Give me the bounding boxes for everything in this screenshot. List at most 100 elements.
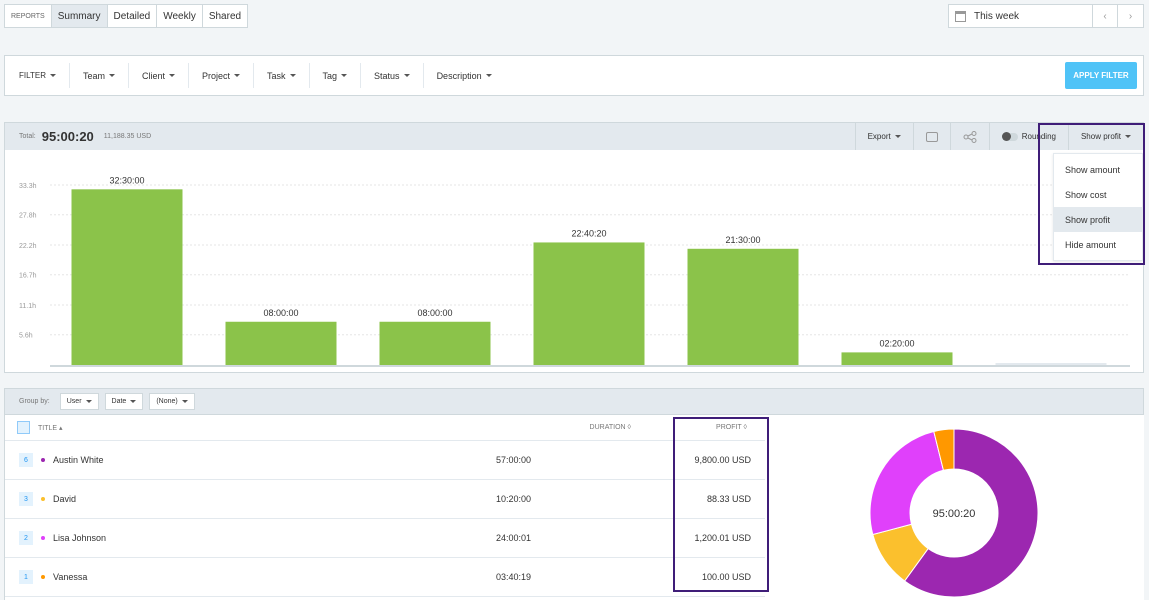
filter-client-label: Client (141, 70, 165, 81)
dropdown-show-amount[interactable]: Show amount (1065, 164, 1121, 175)
row-count-badge[interactable]: 6 (19, 453, 33, 467)
y-tick-label: 33.3h (19, 183, 37, 190)
filter-label: FILTER (19, 71, 46, 80)
caret-down-icon (894, 135, 901, 138)
user-color-dot (41, 497, 45, 501)
y-tick-label: 22.2h (19, 243, 37, 250)
caret-down-icon (169, 74, 175, 77)
caret-down-icon (181, 400, 188, 403)
bar[interactable] (533, 242, 645, 365)
group-by-option-label: Date (111, 398, 127, 405)
group-by-select-1[interactable]: User (59, 393, 99, 410)
share-button[interactable] (949, 123, 989, 150)
apply-filter-button[interactable]: APPLY FILTER (1065, 62, 1137, 89)
tab-shared[interactable]: Shared (202, 4, 249, 28)
table-row[interactable]: 6 Austin White 57:00:00 9,800.00 USD (5, 441, 765, 480)
header-duration-label: DURATION (589, 424, 626, 431)
filter-project[interactable]: Project (189, 63, 255, 88)
share-icon (963, 130, 977, 143)
row-title: Lisa Johnson (53, 533, 107, 543)
print-icon (925, 131, 938, 142)
caret-down-icon (108, 74, 115, 77)
tab-detailed[interactable]: Detailed (107, 4, 158, 28)
donut-slice[interactable] (903, 428, 1039, 598)
dropdown-show-profit[interactable]: Show profit (1054, 207, 1142, 232)
row-profit: 88.33 USD (706, 494, 751, 504)
date-range-field[interactable]: This week (949, 5, 1093, 27)
next-week-button[interactable]: › (1128, 10, 1133, 22)
print-button[interactable] (912, 123, 950, 150)
export-label: Export (867, 132, 891, 141)
bar-data-label: 08:00:00 (263, 308, 298, 318)
user-color-dot (41, 458, 45, 462)
table-row[interactable]: 3 David 10:20:00 88.33 USD (5, 480, 765, 519)
row-duration: 10:20:00 (495, 494, 531, 504)
tab-reports[interactable]: REPORTS (4, 4, 52, 28)
show-amount-dropdown: Show amount Show cost Show profit Hide a… (1053, 153, 1143, 261)
donut-slice[interactable] (933, 428, 955, 471)
bar[interactable] (995, 363, 1107, 365)
filter-client[interactable]: Client (129, 63, 189, 88)
tab-summary[interactable]: Summary (51, 4, 108, 28)
date-range-picker: This week ‹ › (948, 4, 1144, 28)
filter-description-label: Description (436, 70, 482, 81)
row-duration: 57:00:00 (495, 455, 531, 465)
donut-slice[interactable] (869, 430, 945, 536)
filter-task-label: Task (267, 70, 286, 81)
table-row[interactable]: 2 Lisa Johnson 24:00:01 1,200.01 USD (5, 519, 765, 558)
user-color-dot (41, 536, 45, 540)
y-tick-label: 5.6h (19, 333, 33, 340)
y-tick-label: 16.7h (19, 273, 37, 280)
filter-task[interactable]: Task (254, 63, 310, 88)
caret-down-icon (289, 74, 296, 77)
header-title[interactable]: TITLE ▴ (38, 424, 63, 432)
row-title: Austin White (53, 455, 104, 465)
highlight-frame (673, 417, 769, 592)
total-duration: 95:00:20 (41, 129, 94, 144)
caret-down-icon (485, 74, 492, 77)
chart-panel: Total: 95:00:20 11,188.35 USD Export Rou… (4, 122, 1144, 380)
row-title: Vanessa (53, 572, 88, 582)
header-profit-label: PROFIT (716, 424, 742, 431)
bar[interactable] (841, 352, 953, 365)
bar[interactable] (71, 189, 183, 365)
donut-chart: 95:00:20 (869, 428, 1039, 598)
toggle-switch-icon (1001, 131, 1018, 141)
filter-tag-label: Tag (322, 70, 338, 81)
prev-week-button[interactable]: ‹ (1093, 5, 1118, 27)
row-count-badge[interactable]: 3 (19, 492, 33, 506)
filter-team-label: Team (82, 70, 105, 81)
filter-menu[interactable]: FILTER (5, 63, 70, 88)
filter-team[interactable]: Team (70, 63, 129, 88)
group-by-select-3[interactable]: (None) (149, 393, 195, 410)
caret-down-icon (130, 400, 137, 403)
bar[interactable] (687, 248, 799, 365)
group-by-option-label: (None) (156, 398, 178, 405)
expand-all-toggle[interactable] (17, 421, 30, 434)
show-profit-label: Show profit (1080, 132, 1121, 141)
caret-down-icon (341, 74, 348, 77)
export-button[interactable]: Export (854, 123, 913, 150)
dropdown-show-cost[interactable]: Show cost (1065, 189, 1107, 200)
header-profit[interactable]: PROFIT ◊ (716, 424, 747, 431)
totals-bar: Total: 95:00:20 11,188.35 USD Export Rou… (5, 123, 1143, 150)
group-by-bar: Group by: User Date (None) (4, 388, 1144, 415)
header-duration[interactable]: DURATION ◊ (589, 424, 631, 431)
row-count-badge[interactable]: 2 (19, 531, 33, 545)
group-by-option-label: User (66, 398, 82, 405)
filter-project-label: Project (202, 70, 231, 81)
filter-description[interactable]: Description (424, 63, 505, 88)
caret-down-icon (1125, 135, 1131, 138)
bar[interactable] (379, 321, 491, 365)
table-row[interactable]: 1 Vanessa 03:40:19 100.00 USD (5, 558, 765, 597)
caret-down-icon (85, 400, 92, 403)
donut-center-label: 95:00:20 (933, 508, 976, 520)
bar[interactable] (225, 321, 337, 365)
row-count-badge[interactable]: 1 (19, 570, 33, 584)
filter-status[interactable]: Status (361, 63, 424, 88)
group-by-select-2[interactable]: Date (104, 393, 144, 410)
show-profit-button[interactable]: Show profit (1067, 123, 1143, 150)
filter-tag[interactable]: Tag (310, 63, 362, 88)
dropdown-hide-amount[interactable]: Hide amount (1065, 239, 1117, 250)
tab-weekly[interactable]: Weekly (157, 4, 203, 28)
